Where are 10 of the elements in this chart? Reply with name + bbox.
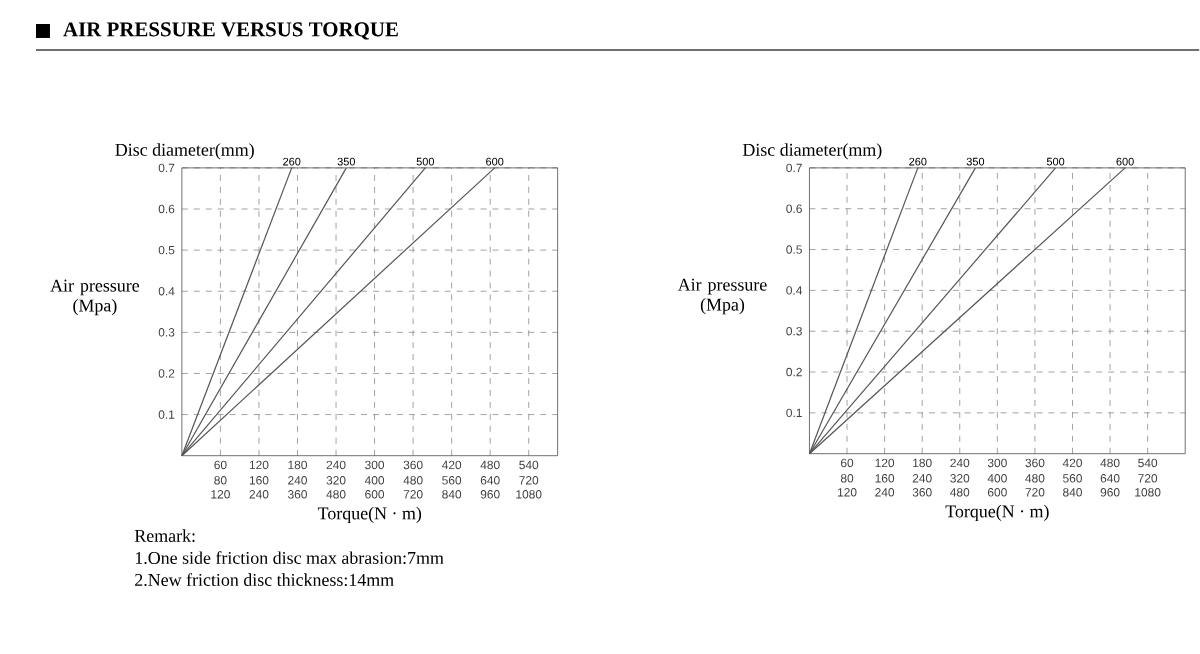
text: Remark: [134, 529, 195, 543]
x-axis-title: Torque(N · m) [945, 505, 1049, 522]
y-axis-title: Air pressure (Mpa) [677, 278, 767, 315]
legend-title: Disc diameter(mm) [742, 143, 882, 160]
x-axis-title: Torque(N · m) [317, 507, 422, 524]
text: 2.New friction disc thickness:14mm [135, 573, 394, 587]
y-axis-title: Air pressure (Mpa) [50, 279, 140, 316]
legend-title: Disc diameter(mm) [115, 143, 254, 160]
text: 1.One side friction disc max abrasion:7mm [135, 551, 444, 565]
chart-title: AIR PRESSURE VERSUS TORQUE [63, 22, 398, 40]
